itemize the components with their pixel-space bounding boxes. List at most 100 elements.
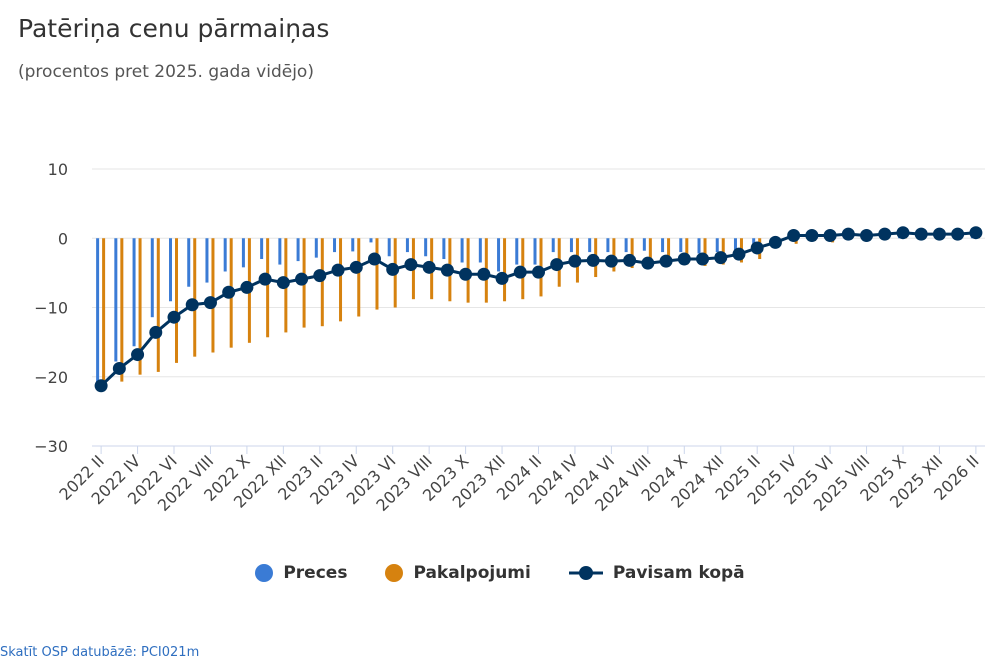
legend: Preces Pakalpojumi Pavisam kopā — [0, 563, 1000, 583]
total-point — [659, 254, 673, 268]
bar-pakalpojumi — [102, 238, 106, 388]
total-point — [459, 267, 473, 281]
total-point — [768, 235, 782, 249]
bar-preces — [260, 238, 264, 260]
legend-label: Pavisam kopā — [612, 563, 745, 583]
total-point — [477, 267, 491, 281]
y-tick-label: 0 — [58, 229, 68, 248]
bar-pakalpojumi — [667, 238, 671, 266]
bar-pakalpojumi — [156, 238, 160, 372]
bar-preces — [369, 238, 373, 243]
bar-preces — [551, 238, 555, 253]
bar-pakalpojumi — [193, 238, 197, 357]
legend-label: Preces — [283, 563, 348, 583]
bar-preces — [752, 238, 756, 244]
bar-pakalpojumi — [138, 238, 142, 375]
total-point — [823, 228, 837, 242]
total-point — [112, 361, 126, 375]
bar-preces — [697, 238, 701, 254]
total-point — [203, 296, 217, 310]
total-point — [714, 251, 728, 265]
total-point — [623, 253, 637, 267]
total-point — [404, 258, 418, 272]
bar-preces — [296, 238, 300, 262]
bar-preces — [333, 238, 337, 253]
total-point — [149, 325, 163, 339]
bar-pakalpojumi — [266, 238, 270, 338]
total-point — [131, 348, 145, 362]
bar-pakalpojumi — [612, 238, 616, 272]
bar-preces — [588, 238, 592, 253]
total-point — [860, 228, 874, 242]
total-point — [604, 254, 618, 268]
bar-preces — [150, 238, 154, 318]
total-point — [513, 265, 527, 279]
bar-preces — [661, 238, 665, 253]
database-link[interactable]: Skatīt OSP datubāzē: PCI021m — [0, 645, 200, 660]
bar-preces — [715, 238, 719, 253]
bar-pakalpojumi — [630, 238, 634, 269]
total-point — [732, 247, 746, 261]
total-point — [532, 265, 545, 279]
total-point — [878, 227, 892, 241]
bar-pakalpojumi — [503, 238, 507, 302]
total-point — [586, 253, 600, 267]
total-point — [222, 285, 236, 299]
bar-preces — [405, 238, 409, 253]
total-point — [185, 298, 199, 312]
total-point — [295, 272, 309, 286]
bar-preces — [223, 238, 227, 272]
total-point — [313, 269, 327, 283]
y-tick-label: −10 — [34, 299, 68, 318]
bar-preces — [114, 238, 118, 362]
preces-marker-icon — [255, 564, 274, 582]
bar-preces — [497, 238, 501, 272]
bar-preces — [442, 238, 446, 260]
total-point — [276, 276, 290, 290]
bar-preces — [569, 238, 573, 253]
total-point — [787, 228, 801, 242]
bar-pakalpojumi — [685, 238, 689, 265]
bar-preces — [733, 238, 737, 251]
bar-pakalpojumi — [703, 238, 707, 266]
bar-preces — [515, 238, 519, 265]
total-point — [641, 256, 655, 270]
bar-preces — [642, 238, 646, 251]
total-point — [805, 228, 819, 242]
total-point — [167, 310, 181, 324]
pakalpojumi-marker-icon — [385, 564, 404, 582]
bar-pakalpojumi — [120, 238, 124, 382]
total-point — [750, 241, 764, 255]
bar-pakalpojumi — [175, 238, 179, 363]
bar-preces — [205, 238, 209, 283]
total-point — [932, 227, 946, 241]
bar-preces — [533, 238, 537, 265]
total-point — [94, 379, 108, 393]
bar-pakalpojumi — [721, 238, 725, 265]
bar-preces — [624, 238, 628, 253]
total-point — [550, 258, 564, 272]
total-point — [258, 272, 272, 286]
total-point — [696, 252, 710, 266]
total-point — [440, 263, 454, 277]
legend-item-pakalpojumi[interactable]: Pakalpojumi — [385, 563, 531, 583]
total-point — [367, 252, 381, 266]
bar-pakalpojumi — [320, 238, 324, 327]
total-point — [568, 254, 582, 268]
bar-preces — [132, 238, 136, 347]
legend-item-preces[interactable]: Preces — [255, 563, 347, 583]
bar-preces — [241, 238, 245, 268]
y-tick-label: 10 — [48, 160, 68, 179]
bar-pakalpojumi — [648, 238, 652, 268]
bar-preces — [478, 238, 482, 263]
bar-preces — [351, 238, 355, 252]
total-point — [841, 227, 855, 241]
bar-pakalpojumi — [357, 238, 361, 317]
legend-item-pavisam-kopa[interactable]: Pavisam kopā — [568, 563, 745, 583]
total-point — [331, 263, 345, 277]
chart-title: Patēriņa cenu pārmaiņas — [18, 14, 330, 43]
total-point — [969, 226, 983, 240]
total-point — [914, 227, 928, 241]
total-point — [386, 262, 400, 276]
